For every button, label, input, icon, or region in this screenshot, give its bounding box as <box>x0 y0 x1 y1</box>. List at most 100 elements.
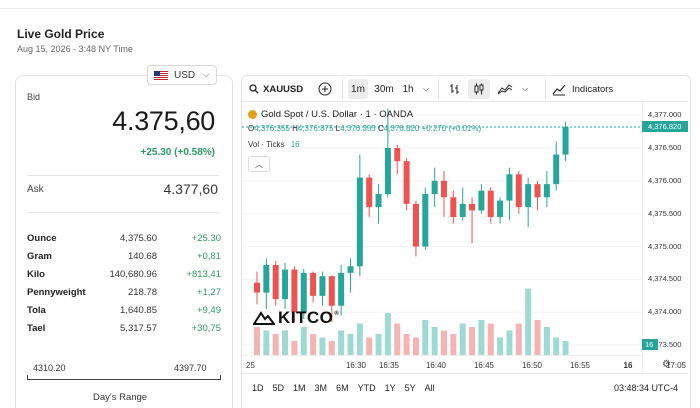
table-row: Tola 1,640.85 +9,49 <box>27 301 221 319</box>
search-icon <box>249 84 259 94</box>
timezone-clock[interactable]: 03:48:34 UTC-4 <box>614 383 679 393</box>
unit-name: Ounce <box>27 232 57 244</box>
volume-bar <box>497 337 504 355</box>
unit-price: 5,317.57 <box>120 322 157 334</box>
candle-body <box>347 266 354 273</box>
top-divider <box>0 8 700 9</box>
add-symbol-icon <box>318 82 332 96</box>
volume-bar <box>469 327 476 355</box>
volume-bar <box>515 323 522 355</box>
compare-button[interactable] <box>318 78 332 100</box>
divider <box>27 212 219 213</box>
candle-body <box>562 126 569 155</box>
interval-30m[interactable]: 30m <box>374 83 394 95</box>
range-1y[interactable]: 1Y <box>384 383 396 393</box>
volume-bar <box>487 323 494 355</box>
symbol-label: XAUUSD <box>263 83 304 95</box>
symbol-search[interactable]: XAUUSD <box>249 78 303 100</box>
unit-price: 140,680.96 <box>109 268 157 280</box>
candles-style-button[interactable] <box>468 79 490 99</box>
interval-1m[interactable]: 1m <box>348 79 368 99</box>
watermark-text: KITCO <box>278 308 334 327</box>
volume-bar <box>506 330 513 355</box>
volume-bar <box>282 330 289 355</box>
price-change: +0.270 (+0.01%) <box>421 124 482 133</box>
candle-body <box>497 200 504 217</box>
range-6m[interactable]: 6M <box>336 383 349 393</box>
volume-bar <box>562 341 569 355</box>
time-tick-label: 16 <box>623 361 633 370</box>
time-tick-label: 16:40 <box>425 361 447 370</box>
volume-bar <box>319 337 326 355</box>
days-range-high: 4397.70 <box>174 363 207 373</box>
unit-price: 4,375.60 <box>120 232 157 244</box>
time-tick-label: 17:05 <box>665 361 687 370</box>
bar-style-button[interactable] <box>445 79 465 99</box>
toolbar-divider <box>545 79 546 99</box>
candle-body <box>506 174 513 201</box>
candle-body <box>356 177 363 267</box>
candle-body <box>291 269 298 313</box>
volume-bar <box>366 337 373 355</box>
candle-body <box>534 184 541 198</box>
indicators-button[interactable]: Indicators <box>552 78 613 100</box>
unit-change: +1,27 <box>196 286 221 298</box>
range-5d[interactable]: 5D <box>272 383 285 393</box>
candle-body <box>338 272 345 306</box>
chevron-down-icon: ⌵ <box>203 70 210 79</box>
candle-body <box>282 269 289 300</box>
table-row: Ounce 4,375.60 +25.30 <box>27 229 221 247</box>
candle-body <box>478 190 485 211</box>
unit-change: +30,75 <box>191 322 221 334</box>
time-axis[interactable] <box>242 355 642 373</box>
indicators-icon <box>552 84 566 95</box>
volume-bar <box>441 330 447 355</box>
area-style-button[interactable] <box>494 79 516 99</box>
volume-bar <box>525 288 532 355</box>
volume-bar <box>534 320 541 355</box>
range-ytd[interactable]: YTD <box>357 383 376 393</box>
volume-bar <box>431 327 438 355</box>
table-row: Tael 5,317.57 +30,75 <box>27 319 221 337</box>
volume-bar <box>403 334 410 355</box>
range-1m[interactable]: 1M <box>293 383 306 393</box>
range-5y[interactable]: 5Y <box>404 383 416 393</box>
candlestick-plot[interactable] <box>242 102 642 355</box>
last-price-value: 4,376.820 <box>648 122 682 132</box>
candle-body <box>553 154 560 185</box>
open-value: 4,376.355 <box>254 124 290 133</box>
unit-price-table: Ounce 4,375.60 +25.30 Gram 140.68 +0,81 … <box>27 229 221 337</box>
time-tick-label: 25 <box>246 361 255 370</box>
interval-dropdown-icon[interactable]: ⌵ <box>422 84 430 93</box>
volume-bar <box>338 330 345 355</box>
time-tick-label: 16:45 <box>473 361 495 370</box>
last-volume-value: 16 <box>645 340 654 349</box>
volume-bar <box>394 323 401 355</box>
toolbar-divider <box>342 79 343 99</box>
chart-type-dropdown-icon[interactable]: ⌵ <box>521 84 529 93</box>
us-flag-icon <box>154 70 168 80</box>
time-tick-label: 16:35 <box>378 361 400 370</box>
table-row: Gram 140.68 +0,81 <box>27 247 221 265</box>
candle-body <box>469 203 476 211</box>
settings-gear-icon[interactable]: ⚙ <box>662 359 671 370</box>
kitco-logo-icon <box>253 311 275 325</box>
price-tick-label: 4,375.000 <box>648 241 682 251</box>
volume-value: 16 <box>290 140 300 149</box>
collapse-legend-button[interactable]: ︿ <box>248 156 270 172</box>
currency-select[interactable]: USD ⌵ <box>147 65 217 85</box>
range-all[interactable]: All <box>424 383 435 393</box>
candles-chart-icon <box>474 83 484 95</box>
interval-1h[interactable]: 1h <box>402 83 414 95</box>
price-axis[interactable] <box>642 102 689 372</box>
candle-body <box>263 264 270 293</box>
unit-name: Tola <box>27 304 46 316</box>
range-1d[interactable]: 1D <box>252 383 264 393</box>
candle-body <box>310 272 317 296</box>
volume-bar <box>356 323 363 355</box>
days-range-bar <box>27 375 221 380</box>
volume-bar <box>412 337 419 355</box>
range-3m[interactable]: 3M <box>314 383 328 393</box>
page-title: Live Gold Price <box>17 27 105 41</box>
high-key: H <box>292 124 298 133</box>
